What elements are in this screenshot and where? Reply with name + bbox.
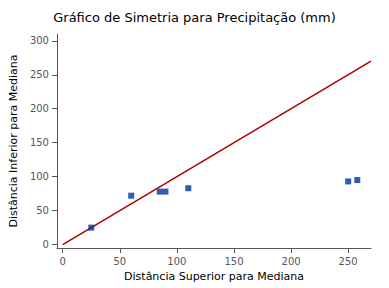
svg-text:0: 0 xyxy=(43,239,49,250)
svg-text:50: 50 xyxy=(36,205,49,216)
svg-text:Distância Inferior para Median: Distância Inferior para Mediana xyxy=(7,54,20,227)
svg-text:0: 0 xyxy=(60,256,66,267)
svg-text:300: 300 xyxy=(30,35,49,46)
svg-text:150: 150 xyxy=(224,256,243,267)
svg-text:100: 100 xyxy=(30,171,49,182)
svg-text:200: 200 xyxy=(282,256,301,267)
svg-text:50: 50 xyxy=(113,256,126,267)
svg-text:200: 200 xyxy=(30,103,49,114)
svg-text:100: 100 xyxy=(167,256,186,267)
svg-text:150: 150 xyxy=(30,137,49,148)
svg-text:250: 250 xyxy=(30,69,49,80)
svg-text:Distância Superior para Median: Distância Superior para Mediana xyxy=(124,270,304,283)
svg-text:250: 250 xyxy=(339,256,358,267)
svg-text:Gráfico de Simetria para Preci: Gráfico de Simetria para Precipitação (m… xyxy=(53,10,336,25)
